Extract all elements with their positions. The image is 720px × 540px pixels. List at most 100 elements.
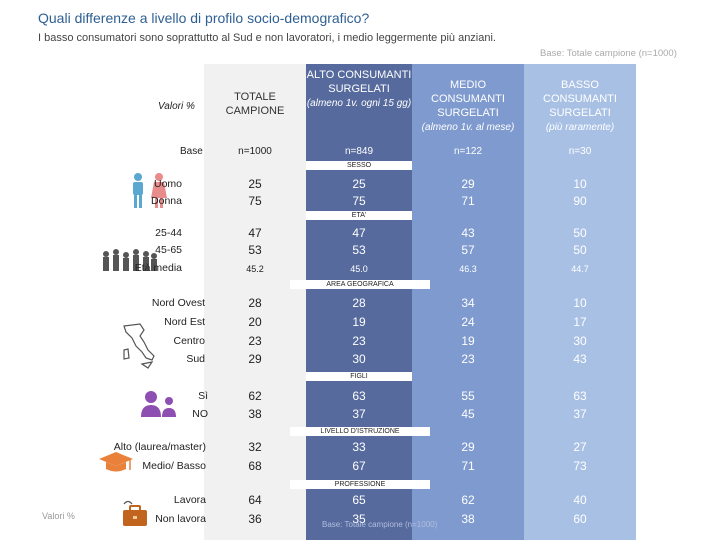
row-label-e4565: 45-65 [155,244,182,256]
cell-donna-medio: 71 [461,194,475,208]
base-note: Base: Totale campione (n=1000) [540,48,677,59]
cell-si-tot: 62 [248,389,262,403]
cell-nonlavora-alto: 35 [352,512,366,526]
age-group-icon [103,249,157,271]
cell-sud-alto: 30 [352,352,366,366]
gender-icon [133,173,167,208]
section-istruzione: LIVELLO D'ISTRUZIONE [290,427,430,436]
header-alto-note: (almeno 1v. ogni 15 gg) [306,98,412,109]
cell-e4565-tot: 53 [248,243,262,257]
cell-si-medio: 55 [461,389,475,403]
cell-no-alto: 37 [352,407,366,421]
cell-donna-tot: 75 [248,194,262,208]
header-alto-label: ALTO CONSUMANTI SURGELATI [306,69,412,95]
cell-e2544-basso: 50 [573,226,587,240]
column-totale [204,64,306,540]
cell-donna-alto: 75 [352,194,366,208]
valori-bottom-label: Valori % [42,511,75,521]
cell-si-basso: 63 [573,389,587,403]
cell-nordovest-basso: 10 [573,296,587,310]
section-professione: PROFESSIONE [290,480,430,489]
cell-centro-alto: 23 [352,334,366,348]
cell-alto_ist-tot: 32 [248,440,262,454]
row-label-nonlavora: Non lavora [155,513,206,525]
family-icon [141,391,176,417]
row-label-no: NO [192,408,208,420]
row-label-lavora: Lavora [173,494,206,506]
cell-centro-basso: 30 [573,334,587,348]
cell-nordovest-medio: 34 [461,296,475,310]
row-label-donna: Donna [151,195,182,207]
base-alto: n=849 [344,146,374,157]
cell-si-alto: 63 [352,389,366,403]
column-medio [412,64,524,540]
cell-uomo-tot: 25 [248,177,262,191]
cell-sud-basso: 43 [573,352,587,366]
cell-medio_basso-basso: 73 [573,459,587,473]
cell-sud-tot: 29 [248,352,262,366]
section-area: AREA GEOGRAFICA [290,280,430,289]
cell-alto_ist-medio: 29 [461,440,475,454]
valori-label: Valori % [158,101,195,112]
cell-medio_basso-alto: 67 [352,459,366,473]
cell-alto_ist-basso: 27 [573,440,587,454]
base-basso: n=30 [568,146,592,157]
cell-nordovest-alto: 28 [352,296,366,310]
cell-centro-medio: 19 [461,334,475,348]
cell-lavora-tot: 64 [248,493,262,507]
section-figli: FIGLI [306,372,412,381]
cell-centro-tot: 23 [248,334,262,348]
cell-e4565-medio: 57 [461,243,475,257]
cell-e4565-basso: 50 [573,243,587,257]
row-label-eta_media: Età media [134,262,182,274]
cell-e2544-alto: 47 [352,226,366,240]
row-label-nordovest: Nord Ovest [151,297,205,309]
row-label-nordest: Nord Est [164,316,205,328]
header-alto: ALTO CONSUMANTI SURGELATI (almeno 1v. og… [306,68,412,111]
page-subtitle: I basso consumatori sono soprattutto al … [38,32,496,44]
cell-uomo-medio: 29 [461,177,475,191]
header-basso: BASSO CONSUMANTI SURGELATI (più rarament… [524,78,636,135]
row-label-medio_basso: Medio/ Basso [142,460,206,472]
header-basso-note: (più raramente) [545,122,615,133]
row-label-e2544: 25-44 [155,227,182,239]
header-medio-note: (almeno 1v. al mese) [421,122,515,133]
cell-no-medio: 45 [461,407,475,421]
cell-donna-basso: 90 [573,194,587,208]
header-totale: TOTALE CAMPIONE [225,91,285,117]
watermark-base: Base: Totale campione (n=1000) [322,520,438,529]
cell-medio_basso-medio: 71 [461,459,475,473]
cell-eta_media-basso: 44.7 [571,264,589,274]
column-alto [306,64,412,540]
row-label-sud: Sud [186,353,205,365]
row-label-uomo: Uomo [153,178,182,190]
cell-nordest-tot: 20 [248,315,262,329]
cell-alto_ist-alto: 33 [352,440,366,454]
page-title: Quali differenze a livello di profilo so… [38,10,370,26]
row-label-centro: Centro [173,335,205,347]
italy-map-icon [123,323,155,369]
cell-eta_media-medio: 46.3 [459,264,477,274]
header-medio: MEDIO CONSUMANTI SURGELATI (almeno 1v. a… [412,78,524,135]
cell-lavora-alto: 65 [352,493,366,507]
base-totale: n=1000 [238,146,272,157]
cell-no-basso: 37 [573,407,587,421]
row-label-alto_ist: Alto (laurea/master) [113,441,206,453]
cell-nordest-alto: 19 [352,315,366,329]
cell-e2544-medio: 43 [461,226,475,240]
column-basso [524,64,636,540]
cell-medio_basso-tot: 68 [248,459,262,473]
cell-nordest-medio: 24 [461,315,475,329]
cell-e2544-tot: 47 [248,226,262,240]
cell-eta_media-tot: 45.2 [246,264,264,274]
cell-sud-medio: 23 [461,352,475,366]
section-sesso: SESSO [306,161,412,170]
cell-uomo-alto: 25 [352,177,366,191]
cell-nordest-basso: 17 [573,315,587,329]
cell-nordovest-tot: 28 [248,296,262,310]
base-medio: n=122 [453,146,483,157]
header-basso-label: BASSO CONSUMANTI SURGELATI [543,79,617,119]
header-medio-label: MEDIO CONSUMANTI SURGELATI [431,79,505,119]
row-label-si: Sì [198,390,208,402]
cell-no-tot: 38 [248,407,262,421]
